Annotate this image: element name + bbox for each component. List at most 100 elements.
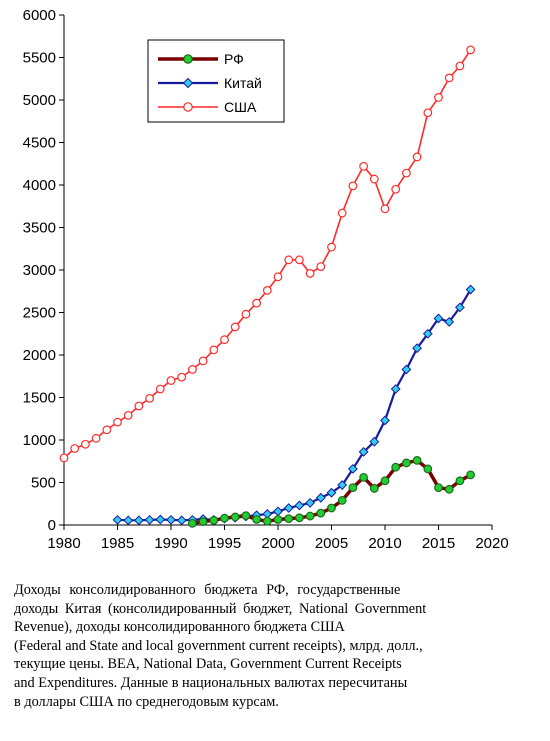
data-point <box>198 356 208 366</box>
data-point <box>144 514 155 525</box>
data-point <box>380 476 390 486</box>
legend: РФ Китай США <box>147 39 285 123</box>
data-point <box>262 516 272 526</box>
data-point <box>412 456 422 465</box>
data-point <box>433 313 444 324</box>
data-point <box>305 497 316 508</box>
x-tick-label: 1980 <box>47 535 80 552</box>
legend-box <box>147 39 285 123</box>
data-point <box>252 515 262 524</box>
data-point <box>220 513 229 523</box>
data-point <box>294 500 305 511</box>
data-point <box>123 410 133 420</box>
data-point <box>262 286 272 295</box>
y-tick-label: 6000 <box>23 7 56 24</box>
data-point <box>252 298 262 308</box>
data-point <box>391 462 401 472</box>
data-point <box>412 343 423 354</box>
y-tick-label: 5500 <box>23 50 56 67</box>
data-point <box>305 269 315 278</box>
data-point <box>347 463 358 474</box>
data-point <box>455 476 465 486</box>
data-point <box>113 417 122 427</box>
data-point <box>348 483 358 493</box>
data-point <box>273 515 283 524</box>
data-point <box>305 511 315 521</box>
data-point <box>209 515 219 525</box>
data-point <box>444 316 455 327</box>
y-tick-label: 1000 <box>23 432 56 449</box>
y-tick-label: 3500 <box>23 220 56 237</box>
y-tick-label: 2000 <box>23 347 56 364</box>
data-point <box>444 73 454 83</box>
y-tick-label: 2500 <box>23 305 56 322</box>
caption-line: and Expenditures. Данные в национальных … <box>14 674 408 691</box>
line-chart: 0 500 1000 1500 2000 2500 3000 3500 4000 4500 5000… <box>23 7 509 552</box>
y-tick-label: 5000 <box>23 92 56 109</box>
data-point <box>187 518 197 528</box>
data-point <box>466 45 476 55</box>
series-rf <box>187 456 476 528</box>
data-point <box>273 506 283 517</box>
data-point <box>434 93 443 102</box>
caption-line: в доллары США по среднегодовым курсам. <box>14 693 279 710</box>
series-line <box>117 289 472 522</box>
data-point <box>466 470 476 480</box>
legend-label: США <box>224 99 257 115</box>
data-point <box>358 446 369 457</box>
legend-label: Китай <box>224 75 262 91</box>
data-point <box>401 364 412 375</box>
legend-marker <box>183 102 193 112</box>
data-point <box>241 511 251 521</box>
data-point <box>391 184 401 194</box>
y-tick-label: 1500 <box>23 390 56 407</box>
data-point <box>337 495 347 505</box>
y-tick-label: 0 <box>48 517 56 534</box>
data-point <box>177 372 187 382</box>
caption-line: Revenue), доходы консолидированного бюдж… <box>14 619 345 636</box>
data-point <box>390 384 401 394</box>
data-point <box>133 515 144 526</box>
data-point <box>422 328 433 339</box>
series-usa <box>59 45 476 463</box>
data-point <box>326 487 337 498</box>
data-point <box>295 255 304 265</box>
data-point <box>423 108 433 118</box>
data-point <box>155 384 165 394</box>
data-point <box>380 204 390 214</box>
data-point <box>70 444 80 453</box>
x-axis: 1980 1985 1990 1995 2000 2005 2010 2015 2020 <box>47 524 509 552</box>
data-point <box>412 152 422 162</box>
x-tick-label: 1985 <box>101 535 134 552</box>
y-tick-label: 500 <box>31 475 56 492</box>
data-point <box>241 309 251 319</box>
caption-line: текущие цены. BEA, National Data, Govern… <box>14 656 402 673</box>
data-point <box>315 492 326 503</box>
data-point <box>434 483 443 493</box>
legend-marker <box>183 54 193 64</box>
data-point <box>59 453 69 463</box>
data-point <box>145 393 155 403</box>
data-point <box>155 514 166 525</box>
data-point <box>327 503 336 513</box>
legend-label: РФ <box>224 51 244 67</box>
x-tick-label: 1990 <box>154 535 187 552</box>
data-point <box>348 181 358 191</box>
data-point <box>176 515 187 526</box>
data-point <box>283 503 294 513</box>
data-point <box>295 513 304 523</box>
data-point <box>402 458 411 468</box>
data-point <box>80 439 90 449</box>
x-tick-label: 2000 <box>261 535 294 552</box>
caption-line: (Federal and State and local government … <box>14 637 423 654</box>
data-point <box>337 480 348 490</box>
x-tick-label: 2015 <box>422 535 455 552</box>
data-point <box>369 436 380 447</box>
data-point <box>230 322 240 332</box>
data-point <box>198 517 208 526</box>
data-point <box>284 255 294 265</box>
data-point <box>327 242 336 252</box>
data-point <box>444 484 454 494</box>
plot-series <box>59 45 476 528</box>
series-china <box>112 284 476 526</box>
